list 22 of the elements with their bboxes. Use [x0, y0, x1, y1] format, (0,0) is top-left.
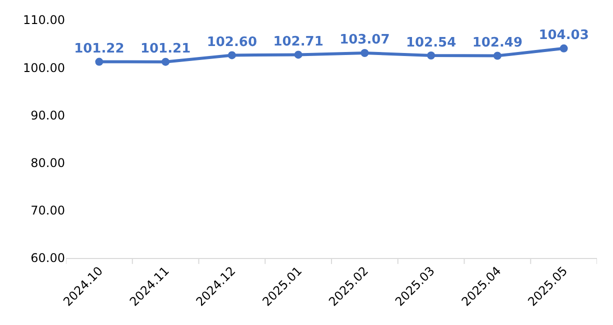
point — [162, 58, 170, 66]
data-label: 102.49 — [472, 36, 523, 50]
point — [228, 51, 236, 60]
point — [560, 44, 568, 52]
point — [95, 58, 104, 66]
data-label: 102.60 — [206, 34, 258, 50]
data-label: 102.54 — [406, 35, 456, 50]
data-label: 102.71 — [273, 34, 324, 50]
data-label: 103.07 — [340, 32, 390, 48]
y-tick-label: 100.00 — [23, 60, 65, 75]
data-label: 101.22 — [74, 42, 124, 57]
y-tick-label: 110.00 — [23, 13, 65, 28]
data-label: 101.21 — [140, 42, 191, 57]
point — [294, 50, 302, 59]
point — [427, 52, 436, 60]
y-tick-label: 80.00 — [30, 156, 65, 170]
y-tick-label: 60.00 — [30, 251, 65, 266]
y-tick-label: 70.00 — [30, 204, 65, 218]
point — [360, 48, 369, 57]
data-label: 104.03 — [538, 28, 589, 44]
point — [493, 52, 502, 60]
y-tick-label: 90.00 — [30, 108, 65, 122]
